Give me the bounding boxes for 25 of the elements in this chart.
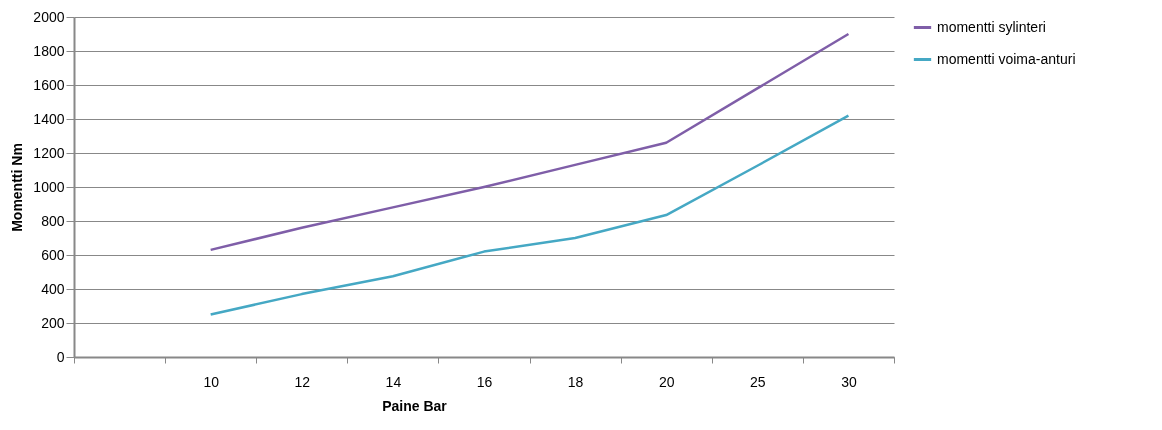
x-tick-label: 12 — [294, 373, 311, 390]
y-tick-label: 1800 — [33, 42, 65, 59]
y-tick-label: 1600 — [33, 76, 65, 93]
y-tick-label: 400 — [41, 280, 65, 297]
legend-label: momentti voima-anturi — [937, 50, 1076, 67]
y-tick-label: 2000 — [33, 8, 65, 25]
line-series — [209, 32, 850, 252]
x-axis-title: Paine Bar — [382, 397, 448, 414]
y-tick-label: 600 — [41, 246, 65, 263]
x-tick-label: 18 — [567, 373, 584, 390]
x-tick-label: 14 — [385, 373, 402, 390]
y-tick-label: 200 — [41, 314, 65, 331]
x-tick-label: 25 — [750, 373, 766, 390]
line-series — [209, 114, 850, 316]
x-tick-label: 16 — [476, 373, 493, 390]
y-tick-label: 800 — [41, 212, 65, 229]
x-tick-label: 30 — [841, 373, 857, 390]
y-axis-title: Momentti Nm — [9, 143, 26, 232]
x-tick-label: 20 — [658, 373, 675, 390]
y-tick-label: 1400 — [33, 110, 65, 127]
y-tick-label: 0 — [56, 348, 65, 365]
y-tick-label: 1200 — [33, 144, 65, 161]
y-tick-label: 1000 — [33, 178, 65, 195]
legend-label: momentti sylinteri — [937, 18, 1046, 35]
x-tick-label: 10 — [203, 373, 220, 390]
